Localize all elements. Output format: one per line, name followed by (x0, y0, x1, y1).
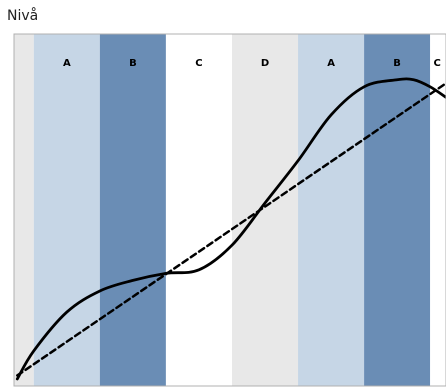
phase-band-1 (33, 34, 100, 386)
phase-band-label-4: D (261, 58, 269, 69)
phase-band-3 (165, 34, 232, 386)
cycle-line-solid (15, 77, 446, 381)
phase-band-label-6: B (393, 58, 401, 69)
plot-frame (13, 33, 446, 387)
phase-band-2 (99, 34, 166, 386)
phase-band-6 (364, 34, 431, 386)
phase-band-label-2: B (129, 58, 137, 69)
phase-band-7 (430, 34, 446, 386)
phase-band-0 (14, 34, 34, 386)
phase-band-5 (298, 34, 365, 386)
phase-band-label-1: A (63, 58, 71, 69)
phase-band-label-7: C (433, 58, 440, 69)
phase-band-4 (231, 34, 299, 386)
y-axis-title: Nivå (7, 8, 39, 24)
phase-band-label-3: C (195, 58, 202, 69)
trend-line-dashed (16, 82, 446, 377)
series-lines (15, 77, 446, 381)
phase-band-label-5: A (327, 58, 335, 69)
